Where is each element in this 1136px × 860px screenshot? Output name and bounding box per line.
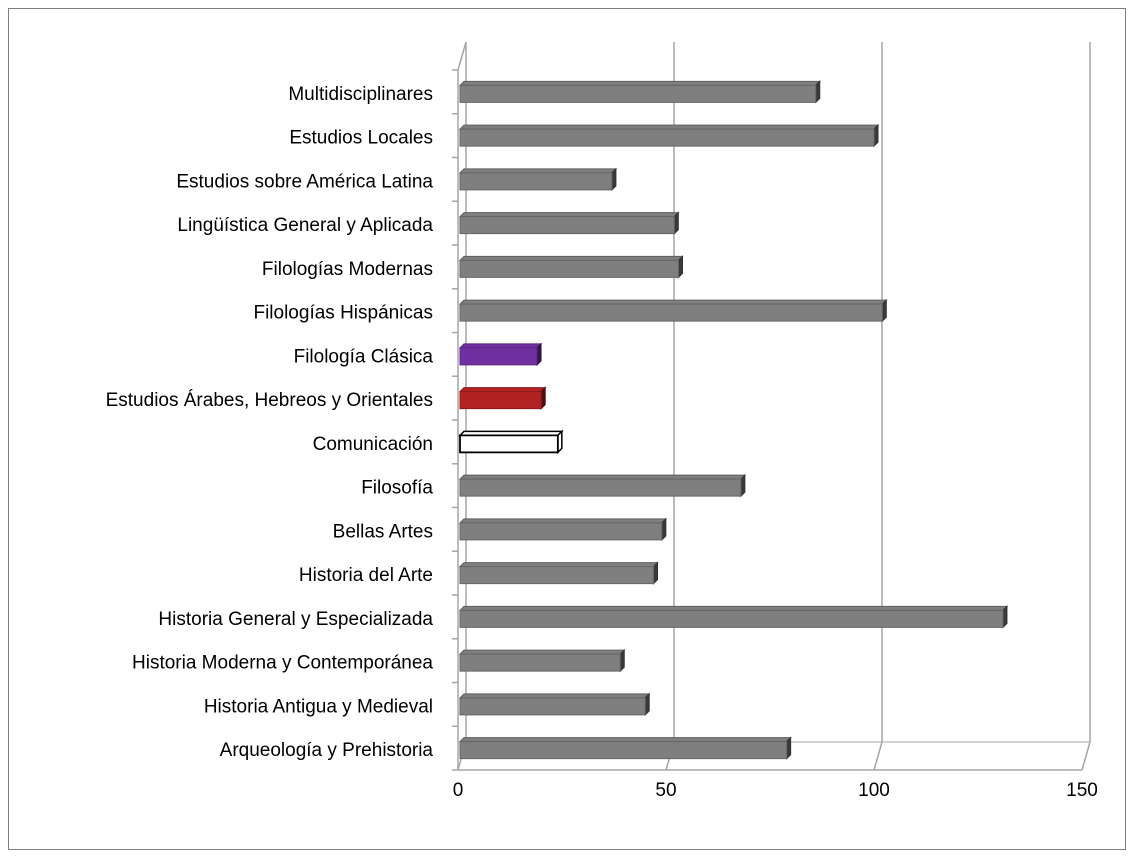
x-tick-label: 100 xyxy=(858,780,890,801)
bar-top xyxy=(458,343,543,349)
bar xyxy=(458,648,626,673)
bar-end xyxy=(644,692,650,717)
bar xyxy=(458,255,684,279)
bar xyxy=(458,80,821,104)
left-wall-top xyxy=(457,41,467,71)
bar-top xyxy=(458,649,626,655)
bar-front xyxy=(459,391,542,410)
bar xyxy=(458,211,680,235)
bar-top xyxy=(458,255,684,261)
bar-front xyxy=(459,741,788,760)
bar xyxy=(458,167,618,192)
category-label: Historia Moderna y Contemporánea xyxy=(132,653,433,674)
bar xyxy=(458,298,888,323)
bar-front xyxy=(459,172,613,191)
bar-front xyxy=(459,434,559,454)
bar-end xyxy=(619,648,625,673)
bar-front xyxy=(459,216,675,235)
bar-top xyxy=(458,737,792,743)
bar-front xyxy=(459,84,817,103)
bar-end xyxy=(786,736,792,760)
bar-end xyxy=(653,561,659,585)
category-label: Comunicación xyxy=(313,434,433,455)
bar-top xyxy=(458,605,1009,611)
bar xyxy=(458,517,668,542)
bar-front xyxy=(459,347,538,366)
bar xyxy=(458,692,651,717)
bar-top xyxy=(458,518,668,524)
bar-end xyxy=(673,211,679,235)
bar-end xyxy=(540,386,546,410)
bar-end xyxy=(881,298,887,323)
x-tick-label: 50 xyxy=(655,780,676,801)
floor-gridline xyxy=(1081,741,1091,771)
x-tick-label: 150 xyxy=(1066,780,1098,801)
bar-front xyxy=(459,478,742,497)
bar-end xyxy=(873,123,879,148)
bar-top xyxy=(458,124,880,130)
bar xyxy=(458,429,564,455)
bar-front xyxy=(459,259,679,278)
category-label: Estudios Locales xyxy=(289,128,433,149)
bar-top xyxy=(458,693,651,699)
bar-top xyxy=(458,212,680,218)
bar-front xyxy=(459,128,875,147)
bar-top xyxy=(458,387,547,393)
bar xyxy=(458,736,792,760)
bar-end xyxy=(677,255,683,279)
bar-front xyxy=(459,609,1004,628)
bar-end xyxy=(611,167,617,192)
bar xyxy=(458,123,880,148)
chart-labels: 0 50 100 150 Multidisciplinares Estudios Loca… xyxy=(106,84,1098,801)
bar-front xyxy=(459,653,621,672)
bar-top xyxy=(458,562,659,568)
category-label: Estudios Árabes, Hebreos y Orientales xyxy=(106,390,433,411)
bar xyxy=(458,473,747,498)
bar xyxy=(458,342,543,367)
bar-end xyxy=(536,342,542,367)
bar-end xyxy=(1002,605,1008,629)
bar-top xyxy=(458,299,888,305)
category-label: Filosofía xyxy=(361,478,433,499)
category-label: Estudios sobre América Latina xyxy=(176,171,433,192)
bar-end xyxy=(661,517,667,542)
category-label: Filología Clásica xyxy=(294,346,434,367)
bar-top xyxy=(458,474,747,480)
category-label: Lingüística General y Aplicada xyxy=(177,215,433,236)
bar-front xyxy=(459,522,663,541)
bar xyxy=(458,605,1009,629)
bar-front xyxy=(459,303,883,322)
bar-end xyxy=(740,473,746,498)
category-label: Arqueología y Prehistoria xyxy=(220,740,434,761)
floor-gridline xyxy=(873,741,883,771)
bar-end xyxy=(815,80,821,104)
x-tick-label: 0 xyxy=(453,780,464,801)
chart-bars xyxy=(458,80,1009,760)
category-label: Historia Antigua y Medieval xyxy=(204,696,433,717)
bar-front xyxy=(459,566,655,585)
category-label: Bellas Artes xyxy=(333,521,433,542)
bar-front xyxy=(459,697,646,716)
bar xyxy=(458,561,659,585)
category-label: Filologías Hispánicas xyxy=(253,303,433,324)
bar-top xyxy=(458,80,821,86)
category-label: Historia General y Especializada xyxy=(158,609,433,630)
category-label: Multidisciplinares xyxy=(288,84,433,105)
category-label: Filologías Modernas xyxy=(262,259,433,280)
bar xyxy=(458,386,547,410)
bar-top xyxy=(458,168,618,174)
category-label: Historia del Arte xyxy=(299,565,433,586)
